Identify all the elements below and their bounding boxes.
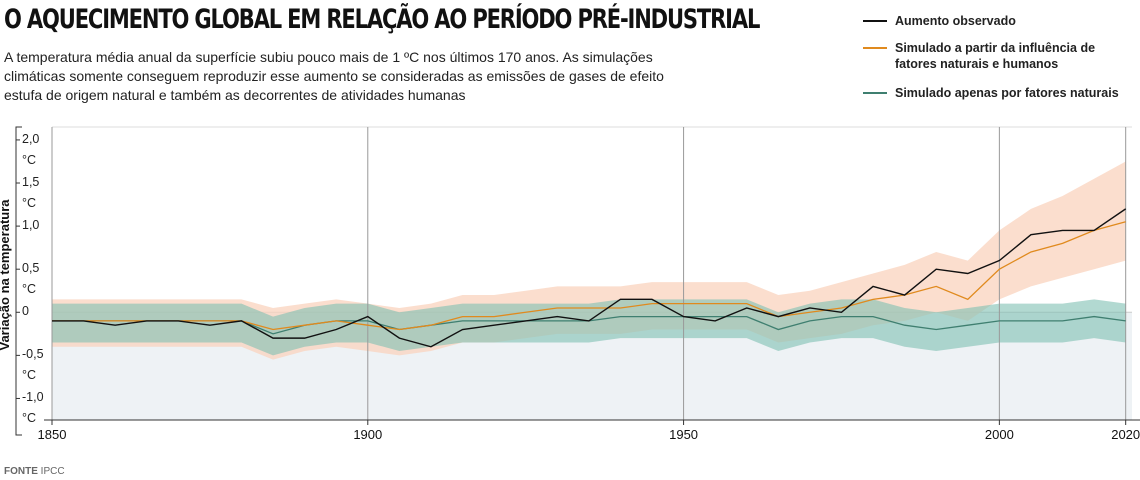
series-line xyxy=(52,221,1126,331)
series-line xyxy=(52,208,1127,348)
x-tick-label: 1850 xyxy=(38,427,67,442)
legend-swatch xyxy=(863,20,887,22)
source-text: IPCC xyxy=(40,466,65,477)
legend-swatch xyxy=(863,92,887,94)
y-tick-label: 0 xyxy=(22,304,29,319)
y-tick-label: 1,0 xyxy=(22,218,40,233)
subtitle: A temperatura média anual da superfície … xyxy=(4,49,664,103)
x-tick-label: 2020 xyxy=(1111,427,1140,442)
legend-label: Aumento observado xyxy=(895,14,1016,28)
x-tick-label: 2000 xyxy=(985,427,1014,442)
y-tick-label: -0,5 °C xyxy=(22,347,44,383)
y-axis-bracket xyxy=(15,126,22,436)
x-tick-label: 1900 xyxy=(353,427,382,442)
y-axis-label: Variação na temperatura xyxy=(0,199,12,351)
y-tick-label: 2,0 °C xyxy=(22,131,40,167)
uncertainty-band xyxy=(52,299,1126,356)
legend-swatch xyxy=(863,47,887,49)
source-label: FONTE xyxy=(4,466,38,477)
y-tick-label: -1,0 °C xyxy=(22,390,44,426)
legend-label: Simulado a partir da influência de fator… xyxy=(895,41,1096,71)
source: FONTE IPCC xyxy=(4,466,65,477)
chart-title: O AQUECIMENTO GLOBAL EM RELAÇÃO AO PERÍO… xyxy=(4,4,760,35)
legend-label: Simulado apenas por fatores naturais xyxy=(895,86,1119,100)
x-tick-label: 1950 xyxy=(669,427,698,442)
y-tick-label: 0,5 °C xyxy=(22,261,40,297)
y-tick-label: 1,5 °C xyxy=(22,175,40,210)
